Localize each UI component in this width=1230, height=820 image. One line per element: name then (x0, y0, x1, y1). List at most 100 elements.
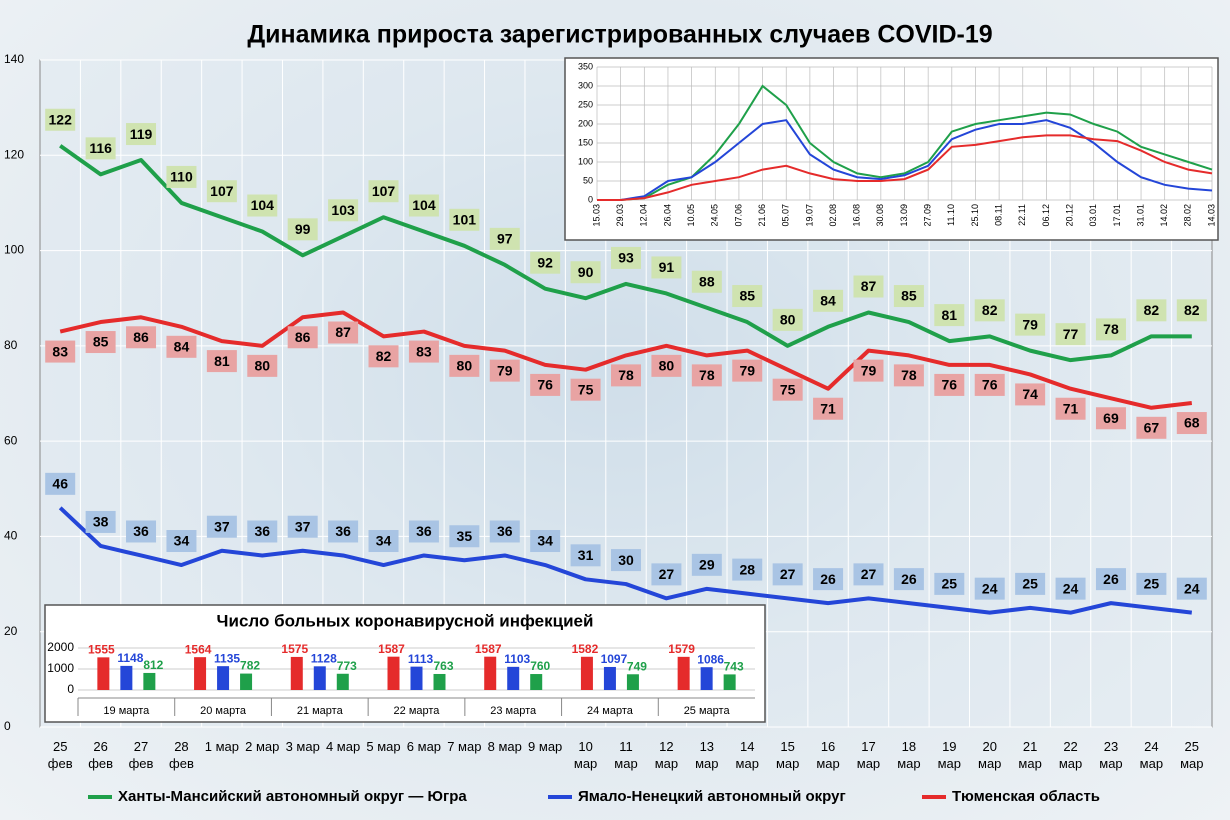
data-label-box (611, 364, 641, 387)
data-label: 87 (335, 324, 351, 340)
data-label: 71 (820, 400, 836, 416)
inset-x-tick-label: 13.09 (899, 204, 909, 227)
data-label-box (247, 354, 278, 377)
data-label-box (853, 563, 884, 586)
bar (410, 666, 423, 690)
data-label: 36 (254, 523, 270, 539)
x-tick-label: 21 мар (1018, 739, 1042, 771)
data-label: 82 (982, 302, 998, 318)
inset-box (564, 57, 1219, 241)
data-label: 83 (416, 343, 432, 359)
data-label-box (85, 331, 116, 354)
inset-x-tick-label: 28.02 (1183, 204, 1193, 227)
data-label-box (1055, 323, 1086, 346)
data-label-box (974, 373, 1005, 396)
bar-value-label: 812 (143, 658, 163, 672)
bar-value-label: 1587 (378, 642, 405, 656)
bar (290, 656, 303, 690)
bar-value-label: 1135 (214, 651, 240, 665)
bar-value-label: 760 (530, 659, 550, 673)
data-label: 119 (130, 126, 153, 142)
inset-x-tick-label: 19.07 (804, 204, 814, 227)
chart-title: Динамика прироста зарегистрированных слу… (247, 21, 992, 49)
data-label: 86 (295, 329, 311, 345)
data-label: 81 (942, 307, 958, 323)
data-label: 27 (861, 566, 877, 582)
bar (387, 656, 400, 690)
data-label-box (126, 520, 157, 543)
x-tick-label: 22 мар (1058, 739, 1083, 771)
x-tick-label: 14 мар (735, 739, 759, 771)
data-label-box (772, 563, 803, 586)
data-label: 74 (1022, 386, 1038, 402)
data-label-box (530, 373, 561, 396)
bar-y-tick-label: 0 (67, 682, 74, 696)
data-label-box (328, 520, 359, 543)
legend-label: Тюменская область (952, 788, 1100, 805)
data-label: 37 (214, 518, 230, 534)
data-label-box (1095, 407, 1126, 430)
x-tick-label: 26 фев (88, 739, 114, 771)
inset-series-line (597, 119, 1213, 201)
data-label-box (611, 549, 641, 572)
inset-x-tick-label: 03.01 (1088, 204, 1098, 227)
bar (240, 673, 253, 690)
y-tick-label: 0 (4, 719, 11, 733)
inset-y-tick-label: 250 (578, 99, 593, 109)
inset-series-line (597, 134, 1213, 201)
inset-x-tick-label: 21.06 (757, 204, 767, 227)
bar-value-label: 1103 (504, 652, 530, 666)
inset-x-tick-label: 29.03 (615, 204, 625, 227)
data-label-box (247, 520, 278, 543)
data-label: 37 (295, 518, 311, 534)
data-label: 85 (93, 334, 109, 350)
data-label-box (328, 321, 359, 344)
data-label-box (1176, 577, 1207, 600)
data-label-box (651, 256, 682, 279)
data-label-box (813, 289, 844, 312)
inset-y-tick-label: 350 (578, 61, 593, 71)
x-tick-label: 7 мар (447, 739, 482, 754)
data-label: 36 (133, 523, 149, 539)
data-label-box (287, 326, 318, 349)
x-tick-label: 1 мар (204, 739, 239, 754)
bar-value-label: 1097 (601, 652, 628, 666)
data-label-box (691, 553, 722, 576)
data-label-box (45, 340, 76, 363)
data-label-box (45, 472, 76, 495)
data-label: 104 (251, 197, 275, 213)
inset-x-tick-label: 12.04 (639, 204, 649, 227)
inset-x-tick-label: 06.12 (1041, 204, 1051, 227)
data-label: 78 (1103, 321, 1119, 337)
data-label: 34 (174, 533, 190, 549)
data-label-box (1136, 416, 1167, 439)
bar (723, 674, 736, 690)
bar (336, 673, 349, 690)
data-label-box (1015, 383, 1046, 406)
data-label: 93 (618, 250, 634, 266)
data-label-box (651, 354, 682, 377)
inset-x-tick-label: 22.11 (1017, 204, 1027, 226)
data-label: 26 (1103, 571, 1119, 587)
data-label: 27 (659, 566, 675, 582)
data-label: 36 (335, 523, 351, 539)
data-label-box (408, 340, 439, 363)
data-label: 27 (780, 566, 796, 582)
data-label-box (489, 520, 520, 543)
y-tick-label: 100 (4, 243, 24, 257)
x-tick-label: 27 фев (128, 739, 154, 771)
data-label-box (166, 530, 197, 553)
data-label-box (530, 530, 561, 553)
data-label: 67 (1144, 419, 1160, 435)
inset-x-tick-label: 14.02 (1159, 204, 1169, 227)
data-label: 90 (578, 264, 594, 280)
bar-value-label: 773 (337, 659, 357, 673)
data-label: 104 (412, 197, 436, 213)
data-label: 80 (457, 358, 473, 374)
bar-value-label: 1148 (117, 651, 143, 665)
data-label-box (1095, 568, 1126, 591)
data-label-box (1055, 577, 1086, 600)
inset-x-tick-label: 20.12 (1064, 204, 1074, 227)
bar (194, 657, 207, 690)
